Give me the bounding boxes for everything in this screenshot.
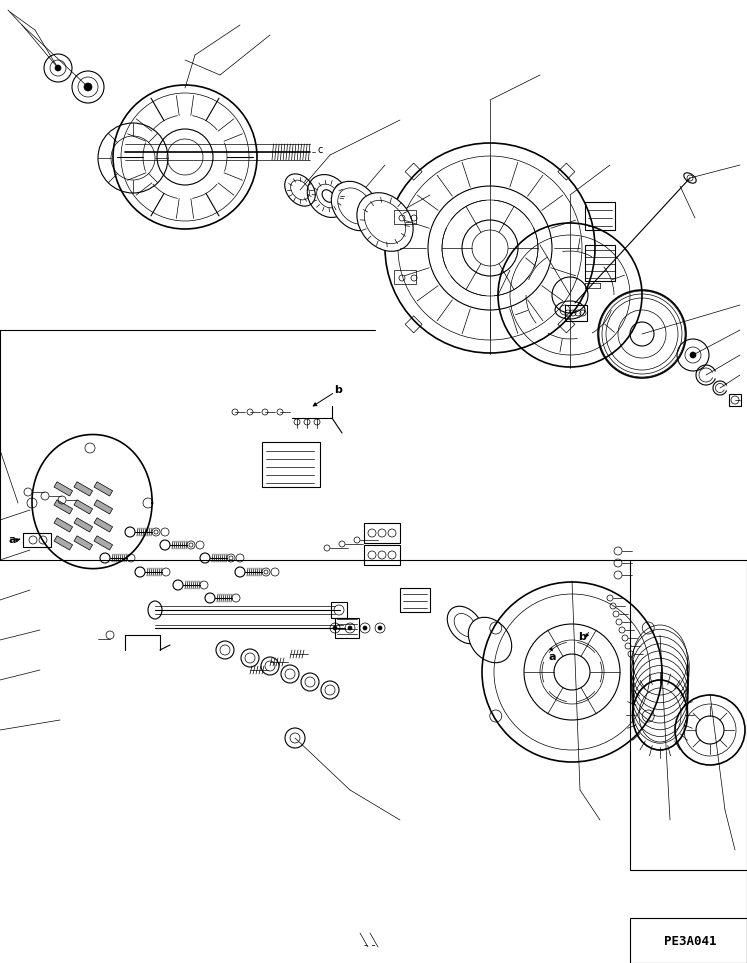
Bar <box>400 588 430 612</box>
Text: - -: - - <box>365 940 376 950</box>
Bar <box>54 482 72 496</box>
Text: PE3A041: PE3A041 <box>664 934 716 948</box>
Circle shape <box>55 65 61 71</box>
Circle shape <box>84 83 92 91</box>
Text: b: b <box>334 385 342 395</box>
Bar <box>74 518 93 532</box>
Bar <box>394 210 416 224</box>
Bar <box>74 535 93 550</box>
Circle shape <box>363 626 367 630</box>
Circle shape <box>378 626 382 630</box>
Bar <box>54 500 72 514</box>
Text: a: a <box>548 652 556 662</box>
Ellipse shape <box>332 181 379 231</box>
Text: b: b <box>578 632 586 642</box>
Text: a: a <box>8 535 16 545</box>
Bar <box>364 523 400 543</box>
Ellipse shape <box>357 193 413 251</box>
Circle shape <box>333 626 337 630</box>
Bar <box>54 518 72 532</box>
Bar <box>331 602 347 618</box>
Bar <box>94 500 113 514</box>
Bar <box>394 270 416 284</box>
Bar <box>262 442 320 487</box>
Bar <box>94 518 113 532</box>
Bar <box>94 482 113 496</box>
Bar <box>364 545 400 565</box>
Ellipse shape <box>447 607 483 643</box>
Bar <box>585 245 615 281</box>
Bar <box>335 618 359 638</box>
Bar <box>630 918 747 963</box>
Circle shape <box>348 626 352 630</box>
Bar <box>729 394 741 406</box>
Bar <box>74 482 93 496</box>
Text: c: c <box>318 145 323 155</box>
Bar <box>585 202 615 230</box>
Bar <box>54 535 72 550</box>
Bar <box>23 533 51 547</box>
Bar <box>74 500 93 514</box>
Bar <box>94 535 113 550</box>
Circle shape <box>690 352 696 358</box>
Ellipse shape <box>468 617 512 663</box>
Bar <box>565 305 587 321</box>
